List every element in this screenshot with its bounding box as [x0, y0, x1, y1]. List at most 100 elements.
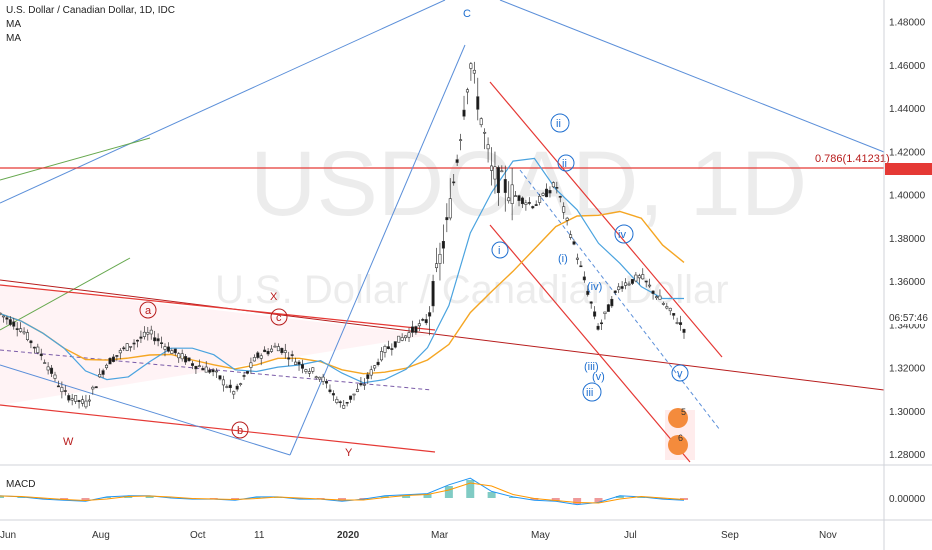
- macd-histogram-bar: [295, 498, 304, 499]
- down-channel-lower[interactable]: [489, 224, 691, 463]
- candle: [56, 385, 60, 388]
- channel-upper[interactable]: [0, 284, 436, 331]
- channel-upper-dark[interactable]: [0, 279, 885, 391]
- macd-tick-label: 0.00000: [889, 494, 926, 505]
- candle: [101, 370, 105, 375]
- candle: [8, 319, 12, 325]
- candle: [335, 399, 339, 404]
- trend-line-blue-down[interactable]: [499, 0, 885, 153]
- channel-fill: [0, 285, 430, 405]
- candle: [122, 347, 126, 350]
- macd-histogram-bar: [60, 498, 69, 500]
- candle: [404, 335, 408, 339]
- candle: [572, 241, 576, 245]
- candle: [610, 298, 614, 307]
- down-channel-mid[interactable]: [519, 169, 721, 431]
- candle: [603, 311, 607, 314]
- candle: [149, 329, 153, 335]
- candle: [668, 307, 672, 312]
- channel-lower[interactable]: [0, 404, 436, 453]
- candle: [400, 337, 404, 341]
- price-axis[interactable]: 1.28000 1.30000 1.32000 1.34000 1.36000 1.380…: [889, 18, 926, 462]
- candle: [606, 304, 610, 312]
- fib-label: 0.786(1.41231): [815, 153, 890, 165]
- wave-label-C: C: [463, 8, 471, 20]
- candle: [156, 338, 160, 342]
- date-tick-label: Mar: [431, 530, 449, 541]
- candle: [304, 369, 308, 372]
- candle: [235, 385, 239, 390]
- down-channel-upper[interactable]: [489, 81, 723, 358]
- candle: [548, 190, 552, 194]
- candle: [410, 326, 414, 333]
- candle: [569, 234, 573, 238]
- wave-label-a: a: [145, 305, 152, 317]
- candle: [245, 371, 249, 374]
- time-axis[interactable]: Jun Aug Oct 11 2020 Mar May Jul Sep Nov: [0, 530, 837, 541]
- macd-histogram-bar: [316, 498, 325, 499]
- candle: [531, 206, 535, 209]
- candle: [472, 69, 476, 74]
- candle: [39, 353, 43, 357]
- macd-line: [0, 477, 685, 506]
- candle: [479, 118, 483, 126]
- candle: [476, 96, 480, 110]
- target-label-5: 5: [681, 407, 686, 417]
- candle: [331, 393, 335, 396]
- candle: [452, 181, 456, 184]
- candle: [276, 346, 280, 352]
- candle: [180, 353, 184, 360]
- candle: [135, 339, 139, 342]
- trend-line-green-2[interactable]: [0, 257, 131, 331]
- price-tick-label: 1.32000: [889, 364, 926, 375]
- candle: [624, 282, 628, 286]
- macd-histogram-bar: [380, 496, 389, 498]
- wave-label-paren-v: (v): [592, 371, 605, 383]
- candle: [459, 139, 463, 141]
- trend-line-blue-up[interactable]: [0, 0, 446, 204]
- candle: [142, 331, 146, 337]
- candle: [283, 350, 287, 353]
- candle: [359, 383, 363, 386]
- price-tick-label: 1.36000: [889, 277, 926, 288]
- wedge-right-blue[interactable]: [289, 44, 466, 456]
- candle: [517, 195, 521, 201]
- price-tick-label: 1.38000: [889, 234, 926, 245]
- wedge-lower-blue[interactable]: [0, 364, 291, 456]
- candle: [555, 187, 559, 189]
- wave-label-paren-i: (i): [558, 253, 568, 265]
- candle: [362, 384, 366, 386]
- date-tick-label: Jul: [624, 530, 637, 541]
- candle: [445, 217, 449, 221]
- candle: [617, 286, 621, 290]
- macd-pane[interactable]: 0.00000: [0, 477, 926, 506]
- macd-histogram-bar: [637, 497, 646, 498]
- date-tick-label: Nov: [819, 530, 837, 541]
- candle: [270, 348, 274, 352]
- wave-circle-c: [270, 308, 288, 326]
- candle: [0, 312, 2, 315]
- candle: [455, 159, 459, 163]
- ma-legend-1: MA: [6, 19, 21, 30]
- candle: [197, 365, 201, 368]
- candle: [380, 351, 384, 361]
- candle: [170, 350, 174, 354]
- price-tick-label: 1.46000: [889, 61, 926, 72]
- candle: [67, 395, 71, 401]
- trend-line-green[interactable]: [0, 137, 151, 181]
- target-label-6: 6: [678, 433, 683, 443]
- candle: [373, 365, 377, 369]
- candle: [70, 398, 74, 401]
- wave-circle-i: [491, 241, 509, 259]
- candle: [146, 332, 150, 335]
- target-marker-6[interactable]: [668, 435, 688, 455]
- candle: [369, 369, 373, 376]
- candle: [648, 284, 652, 287]
- macd-histogram-bar: [252, 497, 261, 498]
- target-marker-5[interactable]: [668, 408, 688, 428]
- ma-blue-line[interactable]: [0, 157, 684, 384]
- candle: [29, 340, 33, 344]
- wave-circle-a: [139, 301, 157, 319]
